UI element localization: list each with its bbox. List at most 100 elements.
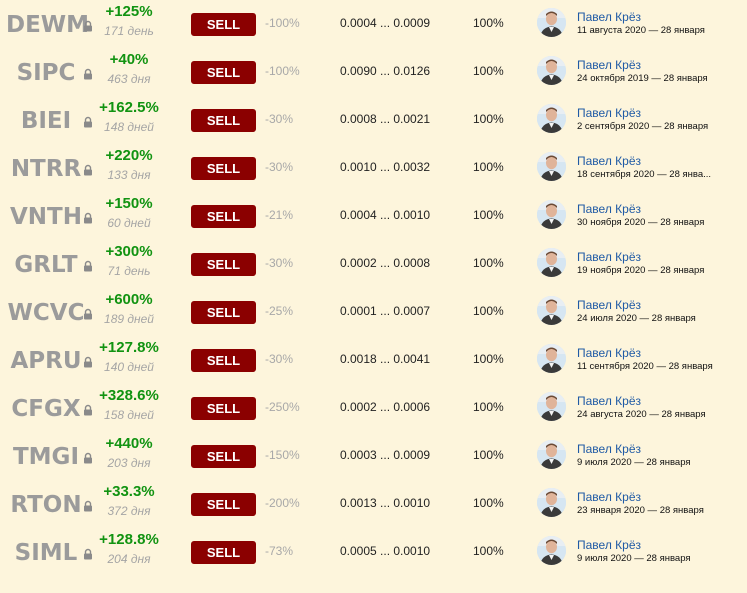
author-name[interactable]: Павел Крёз: [577, 394, 641, 408]
lock-icon: [84, 212, 92, 224]
avatar[interactable]: [537, 536, 566, 565]
ticker-symbol[interactable]: WCVC: [7, 300, 85, 326]
ticker-symbol[interactable]: NTRR: [10, 156, 82, 182]
trade-row: WCVC +600% 189 дней SELL -25% 0.0001 ...…: [0, 288, 747, 336]
gain-percent: +128.8%: [99, 531, 159, 548]
avatar[interactable]: [537, 8, 566, 37]
probability: 100%: [473, 448, 504, 462]
trade-row: CFGX +328.6% 158 дней SELL -250% 0.0002 …: [0, 384, 747, 432]
gain-percent: +300%: [105, 243, 153, 260]
person-icon: [537, 296, 566, 325]
author-name[interactable]: Павел Крёз: [577, 538, 641, 552]
sell-button[interactable]: SELL: [191, 253, 256, 276]
person-icon: [537, 440, 566, 469]
holding-days: 171 день: [104, 24, 154, 38]
date-range: 24 июля 2020 — 28 января: [577, 313, 696, 324]
person-icon: [537, 248, 566, 277]
sell-button[interactable]: SELL: [191, 157, 256, 180]
date-range: 18 сентября 2020 — 28 янва...: [577, 169, 712, 180]
ticker-symbol[interactable]: DEWM: [6, 12, 90, 38]
sell-button[interactable]: SELL: [191, 397, 256, 420]
person-icon: [537, 104, 566, 133]
avatar[interactable]: [537, 296, 566, 325]
trade-row: VNTH +150% 60 дней SELL -21% 0.0004 ... …: [0, 192, 747, 240]
sell-button[interactable]: SELL: [191, 205, 256, 228]
date-range: 9 июля 2020 — 28 января: [577, 457, 691, 468]
trade-row: SIML +128.8% 204 дня SELL -73% 0.0005 ..…: [0, 528, 747, 576]
probability: 100%: [473, 544, 504, 558]
ticker-symbol[interactable]: RTON: [10, 492, 82, 518]
avatar[interactable]: [537, 344, 566, 373]
ticker-symbol[interactable]: APRU: [10, 348, 82, 374]
sell-button[interactable]: SELL: [191, 61, 256, 84]
avatar[interactable]: [537, 248, 566, 277]
change-percent: -30%: [265, 160, 294, 174]
avatar[interactable]: [537, 104, 566, 133]
probability: 100%: [473, 304, 504, 318]
avatar[interactable]: [537, 56, 566, 85]
author-name[interactable]: Павел Крёз: [577, 298, 641, 312]
ticker-symbol[interactable]: BIEI: [20, 108, 72, 134]
avatar[interactable]: [537, 440, 566, 469]
author-name[interactable]: Павел Крёз: [577, 106, 641, 120]
author-name[interactable]: Павел Крёз: [577, 202, 641, 216]
price-range: 0.0004 ... 0.0010: [340, 208, 431, 222]
date-range: 2 сентября 2020 — 28 января: [577, 121, 709, 132]
holding-days: 60 дней: [107, 216, 151, 230]
sell-button[interactable]: SELL: [191, 109, 256, 132]
price-range: 0.0004 ... 0.0009: [340, 16, 431, 30]
author-name[interactable]: Павел Крёз: [577, 250, 641, 264]
ticker-symbol[interactable]: SIML: [14, 540, 78, 566]
trade-row: TMGI +440% 203 дня SELL -150% 0.0003 ...…: [0, 432, 747, 480]
author-name[interactable]: Павел Крёз: [577, 10, 641, 24]
sell-button[interactable]: SELL: [191, 349, 256, 372]
holding-days: 372 дня: [107, 504, 151, 518]
change-percent: -30%: [265, 352, 294, 366]
author-name[interactable]: Павел Крёз: [577, 490, 641, 504]
person-icon: [537, 392, 566, 421]
author-name[interactable]: Павел Крёз: [577, 442, 641, 456]
sell-button[interactable]: SELL: [191, 301, 256, 324]
change-percent: -100%: [265, 16, 300, 30]
gain-percent: +127.8%: [99, 339, 159, 356]
gain-percent: +150%: [105, 195, 153, 212]
ticker-symbol[interactable]: SIPC: [16, 60, 76, 86]
gain-percent: +125%: [105, 3, 153, 20]
trade-row: DEWM +125% 171 день SELL -100% 0.0004 ..…: [0, 0, 747, 48]
avatar[interactable]: [537, 488, 566, 517]
author-name[interactable]: Павел Крёз: [577, 154, 641, 168]
ticker-symbol[interactable]: CFGX: [11, 396, 81, 422]
ticker-symbol[interactable]: TMGI: [12, 444, 79, 470]
date-range: 23 января 2020 — 28 января: [577, 505, 704, 516]
trades-list: DEWM +125% 171 день SELL -100% 0.0004 ..…: [0, 0, 747, 576]
date-range: 24 октября 2019 — 28 января: [577, 73, 708, 84]
probability: 100%: [473, 64, 504, 78]
sell-button[interactable]: SELL: [191, 541, 256, 564]
sell-button[interactable]: SELL: [191, 13, 256, 36]
trade-row: SIPC +40% 463 дня SELL -100% 0.0090 ... …: [0, 48, 747, 96]
ticker-symbol[interactable]: GRLT: [14, 252, 78, 278]
avatar[interactable]: [537, 200, 566, 229]
trade-row: GRLT +300% 71 день SELL -30% 0.0002 ... …: [0, 240, 747, 288]
author-name[interactable]: Павел Крёз: [577, 58, 641, 72]
price-range: 0.0008 ... 0.0021: [340, 112, 431, 126]
avatar[interactable]: [537, 152, 566, 181]
probability: 100%: [473, 496, 504, 510]
price-range: 0.0002 ... 0.0008: [340, 256, 431, 270]
lock-icon: [84, 116, 92, 128]
gain-percent: +40%: [109, 51, 149, 68]
author-name[interactable]: Павел Крёз: [577, 346, 641, 360]
ticker-symbol[interactable]: VNTH: [10, 204, 82, 230]
price-range: 0.0003 ... 0.0009: [340, 448, 431, 462]
avatar[interactable]: [537, 392, 566, 421]
lock-icon: [84, 260, 92, 272]
trade-row: BIEI +162.5% 148 дней SELL -30% 0.0008 .…: [0, 96, 747, 144]
change-percent: -30%: [265, 112, 294, 126]
person-icon: [537, 200, 566, 229]
lock-icon: [84, 164, 92, 176]
person-icon: [537, 152, 566, 181]
sell-button[interactable]: SELL: [191, 493, 256, 516]
holding-days: 133 дня: [107, 168, 151, 182]
sell-button[interactable]: SELL: [191, 445, 256, 468]
person-icon: [537, 8, 566, 37]
